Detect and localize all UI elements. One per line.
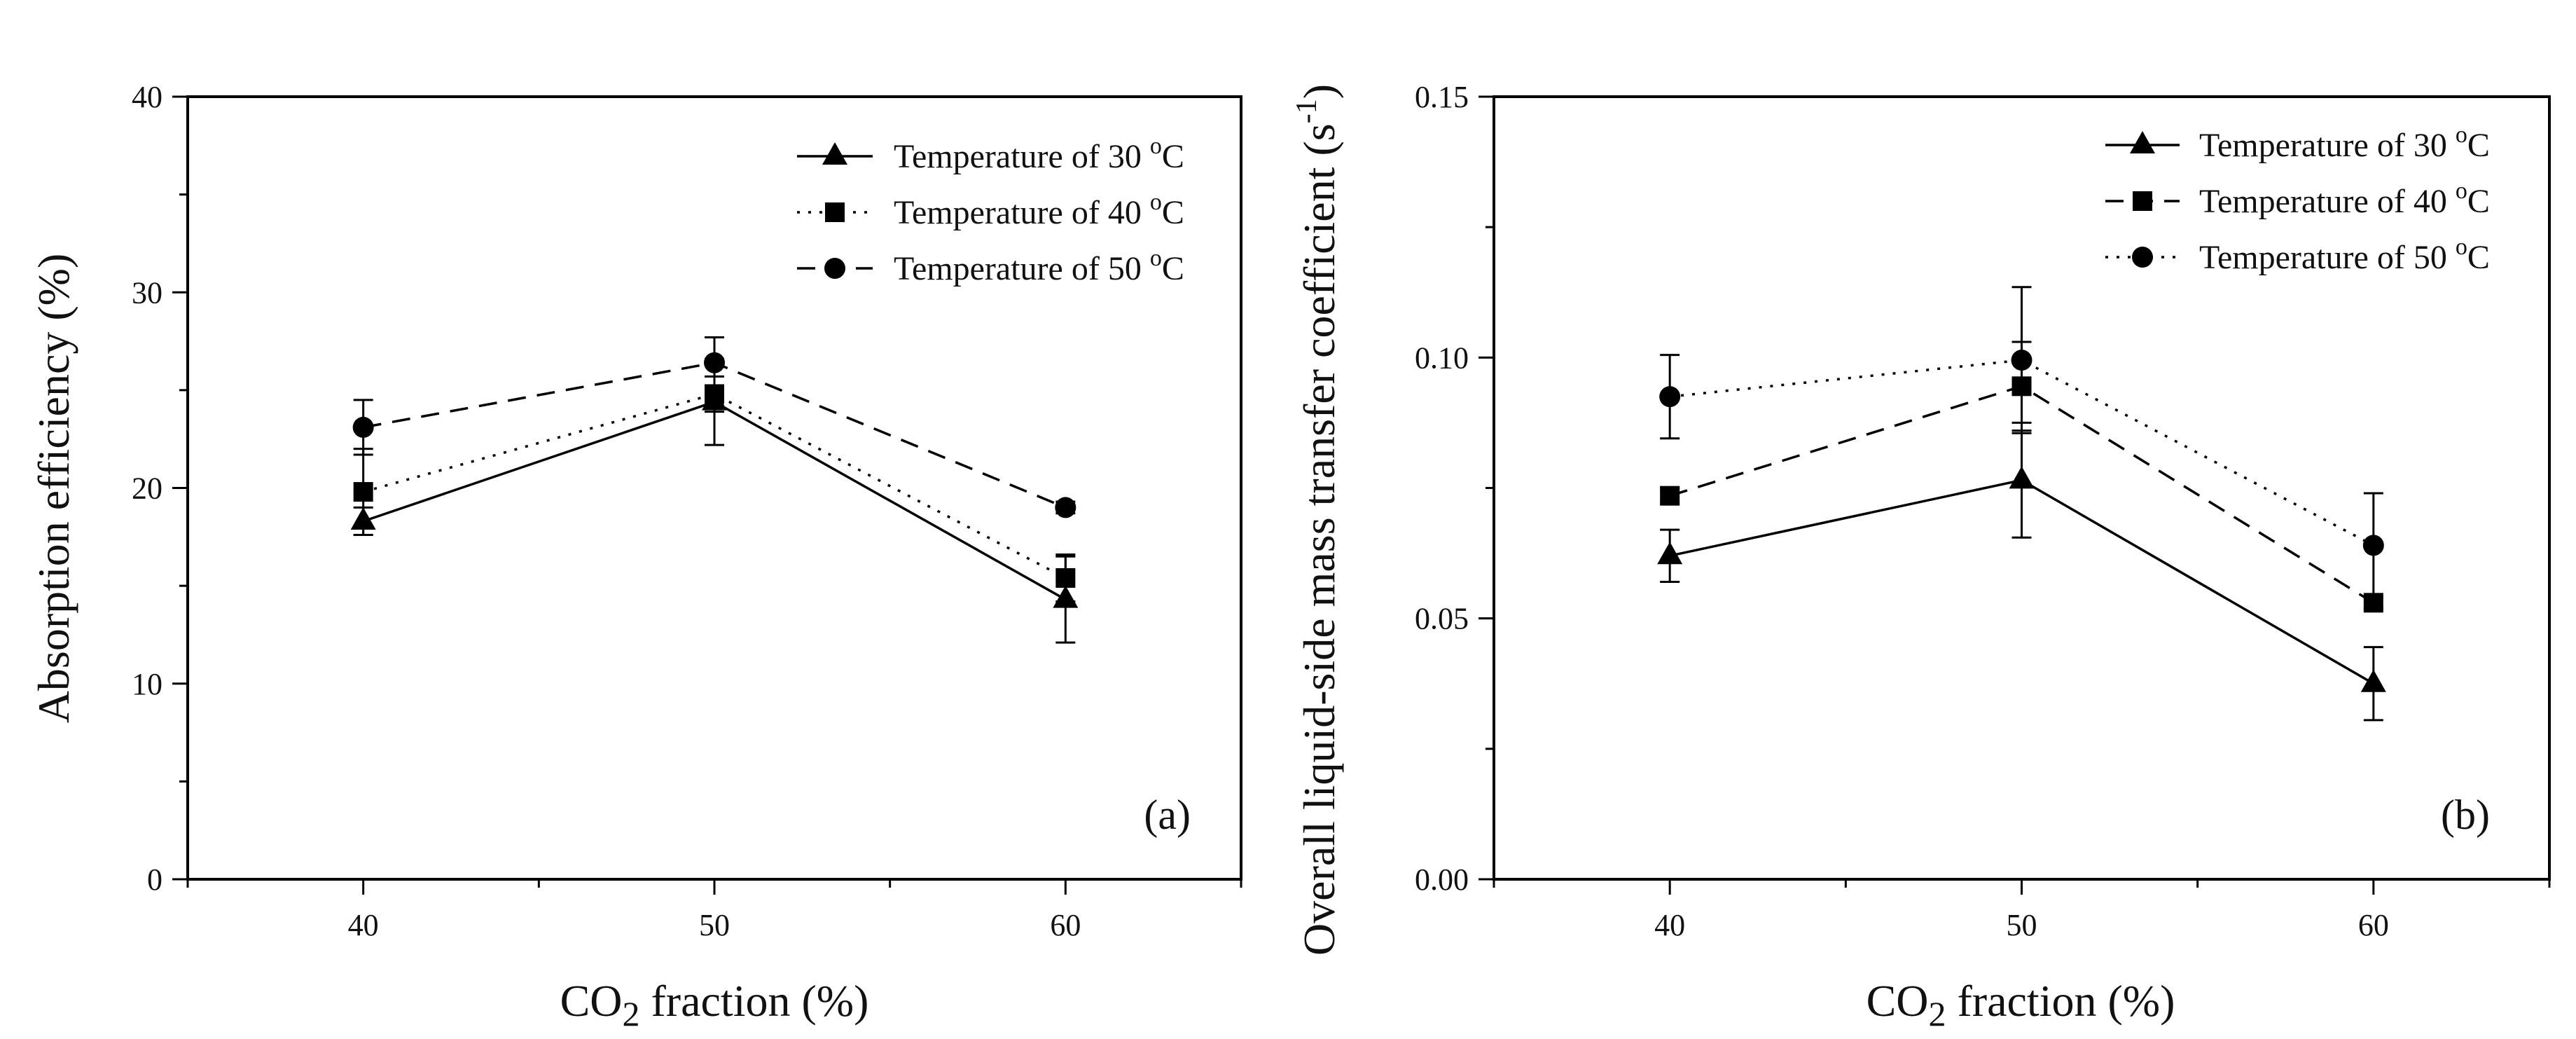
data-point xyxy=(1660,486,1680,506)
data-point xyxy=(2362,535,2384,556)
legend-marker-1 xyxy=(2130,131,2155,153)
legend-label-unit: C xyxy=(1162,250,1184,287)
legend-label-text: Temperature of 50 xyxy=(2199,239,2456,276)
y-axis-title: Overall liquid-side mass transfer coeffi… xyxy=(1291,84,1344,956)
legend-label-text: Temperature of 40 xyxy=(2199,183,2456,220)
panel-b: 40 50 60 0.00 0.05 0.10 0.15 CO2 fraction (%) Ov… xyxy=(1291,80,2551,1033)
y-tick-label: 0.00 xyxy=(1415,862,1469,897)
legend-label-1: Temperature of 30 oC xyxy=(2199,122,2490,164)
legend-label-degree: o xyxy=(2456,234,2467,260)
y-tick-label: 0.10 xyxy=(1415,340,1469,375)
y-tick-label: 0.15 xyxy=(1415,80,1469,114)
legend-label-text: Temperature of 30 xyxy=(2199,127,2456,164)
legend-label-unit: C xyxy=(2467,127,2490,164)
x-axis-title-main: CO xyxy=(560,976,623,1026)
x-tick-label: 40 xyxy=(1654,908,1685,942)
data-point xyxy=(1659,386,1681,408)
x-axis-title-subscript: 2 xyxy=(622,994,639,1033)
legend-marker-3 xyxy=(824,258,845,279)
x-axis-title-rest: fraction (%) xyxy=(1946,976,2175,1026)
legend-label-degree: o xyxy=(1150,189,1162,215)
y-axis-title-end: ) xyxy=(1294,84,1344,99)
legend-label-degree: o xyxy=(1150,133,1162,159)
y-tick-label: 40 xyxy=(132,80,162,114)
legend-label-3: Temperature of 50 oC xyxy=(2199,234,2490,276)
data-point xyxy=(2009,466,2035,489)
y-axis-title-superscript: -1 xyxy=(1291,99,1323,123)
x-tick-label: 40 xyxy=(348,908,379,942)
legend-label-degree: o xyxy=(2456,122,2467,148)
legend-label-degree: o xyxy=(2456,178,2467,204)
panel-a: 40 50 60 0 10 20 30 40 CO2 fraction (%) Absorptio… xyxy=(29,80,1242,1033)
legend-label-degree: o xyxy=(1150,245,1162,271)
legend-label-2: Temperature of 40 oC xyxy=(894,189,1184,231)
y-tick-label: 0 xyxy=(147,862,162,897)
y-tick-label: 10 xyxy=(132,667,162,701)
x-tick-label: 50 xyxy=(2007,908,2037,942)
data-point xyxy=(1055,497,1076,518)
data-point xyxy=(704,352,725,373)
y-tick-label: 20 xyxy=(132,472,162,506)
x-axis-title-rest: fraction (%) xyxy=(639,976,868,1026)
legend-marker-2 xyxy=(2133,191,2152,211)
legend-marker-2 xyxy=(825,202,845,222)
data-point xyxy=(1657,542,1683,565)
legend-label-unit: C xyxy=(2467,239,2490,276)
y-axis-title: Absorption efficiency (%) xyxy=(29,254,78,724)
x-axis-title: CO2 fraction (%) xyxy=(1867,976,2175,1033)
data-point xyxy=(2011,350,2033,371)
x-tick-label: 50 xyxy=(699,908,730,942)
panel-label: (a) xyxy=(1144,792,1191,838)
panel-label: (b) xyxy=(2441,792,2490,838)
legend-label-text: Temperature of 30 xyxy=(894,138,1150,175)
legend-label-unit: C xyxy=(1162,194,1184,231)
x-axis-title-subscript: 2 xyxy=(1928,994,1946,1033)
legend-label-unit: C xyxy=(2467,183,2490,220)
series-line-3 xyxy=(1669,359,2374,546)
y-tick-label: 30 xyxy=(132,275,162,310)
x-tick-label: 60 xyxy=(1050,908,1081,942)
legend-marker-3 xyxy=(2132,247,2153,268)
y-tick-label: 0.05 xyxy=(1415,602,1469,636)
legend-label-text: Temperature of 50 xyxy=(894,250,1150,287)
legend-label-3: Temperature of 50 oC xyxy=(894,245,1184,287)
series-line-2 xyxy=(363,392,1067,579)
legend-label-text: Temperature of 40 xyxy=(894,194,1150,231)
data-point xyxy=(353,482,373,502)
x-tick-label: 60 xyxy=(2358,908,2389,942)
data-point xyxy=(352,416,374,438)
data-point xyxy=(1055,567,1076,588)
x-axis-title: CO2 fraction (%) xyxy=(560,976,869,1033)
legend-label-2: Temperature of 40 oC xyxy=(2199,178,2490,220)
y-axis-title-main: Overall liquid-side mass transfer coeffi… xyxy=(1294,123,1344,956)
legend-label-1: Temperature of 30 oC xyxy=(894,133,1184,175)
legend-marker-1 xyxy=(822,142,847,165)
x-axis-title-main: CO xyxy=(1867,976,1929,1026)
data-point xyxy=(2360,669,2386,692)
legend-label-unit: C xyxy=(1162,138,1184,175)
